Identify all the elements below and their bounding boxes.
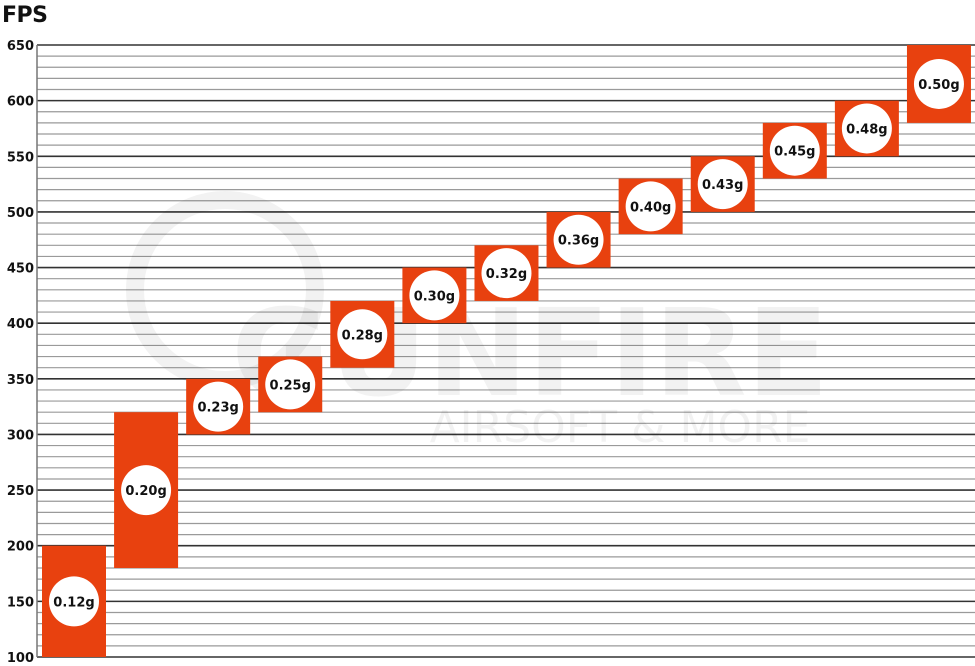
bar-label-badge bbox=[121, 465, 172, 516]
bar-label: 0.40g bbox=[630, 200, 671, 215]
watermark-tagline: AIRSOFT & MORE bbox=[430, 402, 811, 453]
bar-label: 0.30g bbox=[414, 289, 455, 304]
y-axis-label: FPS bbox=[2, 3, 48, 28]
bar-label-badge bbox=[49, 576, 99, 627]
y-tick-label: 350 bbox=[7, 373, 34, 388]
y-tick-label: 100 bbox=[7, 651, 34, 666]
bar-label-badge bbox=[193, 381, 244, 432]
bar-label: 0.23g bbox=[197, 401, 238, 416]
bar-label: 0.25g bbox=[270, 378, 311, 393]
y-tick-label: 600 bbox=[7, 95, 34, 110]
bar-label: 0.12g bbox=[53, 595, 94, 610]
y-tick-label: 650 bbox=[7, 39, 34, 54]
bar-label-badge bbox=[409, 270, 460, 321]
bar-label-badge bbox=[553, 214, 604, 265]
y-tick-label: 450 bbox=[7, 262, 34, 277]
y-tick-label: 150 bbox=[7, 595, 34, 610]
bar-label-badge bbox=[481, 248, 532, 299]
y-tick-label: 200 bbox=[7, 540, 34, 555]
y-tick-label: 500 bbox=[7, 206, 34, 221]
bar-label-badge bbox=[625, 181, 676, 232]
bar-label-badge bbox=[265, 359, 316, 410]
bar-label: 0.20g bbox=[125, 484, 166, 499]
bar-label: 0.48g bbox=[846, 122, 887, 137]
y-tick-label: 300 bbox=[7, 428, 34, 443]
y-tick-label: 550 bbox=[7, 150, 34, 165]
bar-label: 0.43g bbox=[702, 178, 743, 193]
bar-label: 0.32g bbox=[486, 267, 527, 282]
bar-label-badge bbox=[337, 309, 388, 360]
bar-label: 0.45g bbox=[774, 145, 815, 160]
bar-label-badge bbox=[913, 58, 964, 109]
bar-label: 0.28g bbox=[342, 328, 383, 343]
bar-label-badge bbox=[697, 159, 748, 210]
bar-label: 0.36g bbox=[558, 234, 599, 249]
y-tick-label: 400 bbox=[7, 317, 34, 332]
bar-label-badge bbox=[841, 103, 892, 154]
y-tick-label: 250 bbox=[7, 484, 34, 499]
bar-label: 0.50g bbox=[918, 78, 959, 93]
bar-label-badge bbox=[769, 125, 820, 176]
